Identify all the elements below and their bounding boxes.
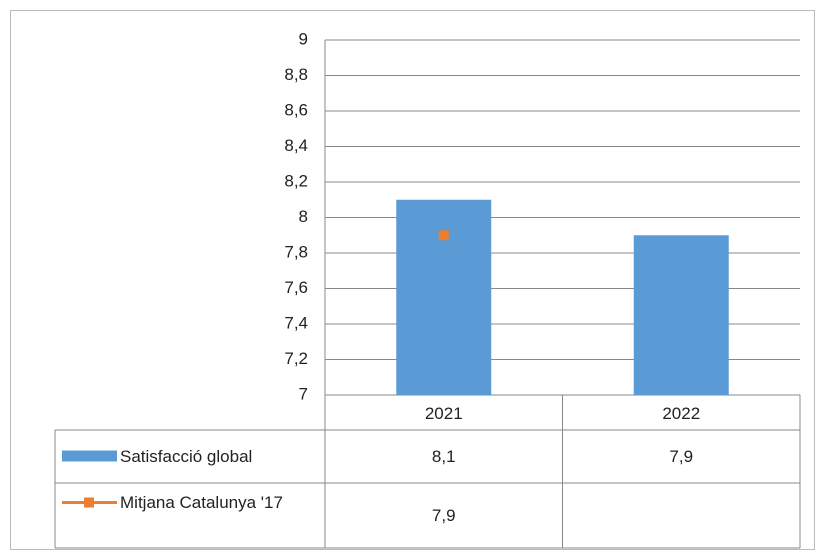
legend-key (84, 497, 94, 508)
legend-label: Satisfacció global (120, 446, 253, 466)
legend-key (62, 450, 117, 462)
x-tick-label: 2021 (425, 404, 463, 423)
y-tick-label: 9 (299, 29, 308, 48)
y-tick-label: 7,8 (284, 242, 308, 261)
bar (396, 199, 492, 395)
y-tick-label: 7,6 (284, 278, 308, 297)
line-marker (438, 230, 449, 241)
x-tick-label: 2022 (662, 404, 700, 423)
y-tick-label: 7,4 (284, 313, 308, 332)
y-tick-label: 8,6 (284, 100, 308, 119)
data-table-value: 7,9 (432, 506, 456, 525)
y-tick-label: 7,2 (284, 349, 308, 368)
y-tick-label: 8 (299, 207, 308, 226)
y-tick-label: 8,8 (284, 65, 308, 84)
data-table-value: 8,1 (432, 447, 456, 466)
y-tick-label: 8,4 (284, 136, 308, 155)
data-table-value: 7,9 (669, 447, 693, 466)
y-tick-label: 8,2 (284, 171, 308, 190)
bar (633, 235, 729, 395)
y-tick-label: 7 (299, 384, 308, 403)
legend-label: Mitjana Catalunya '17 (120, 492, 283, 512)
